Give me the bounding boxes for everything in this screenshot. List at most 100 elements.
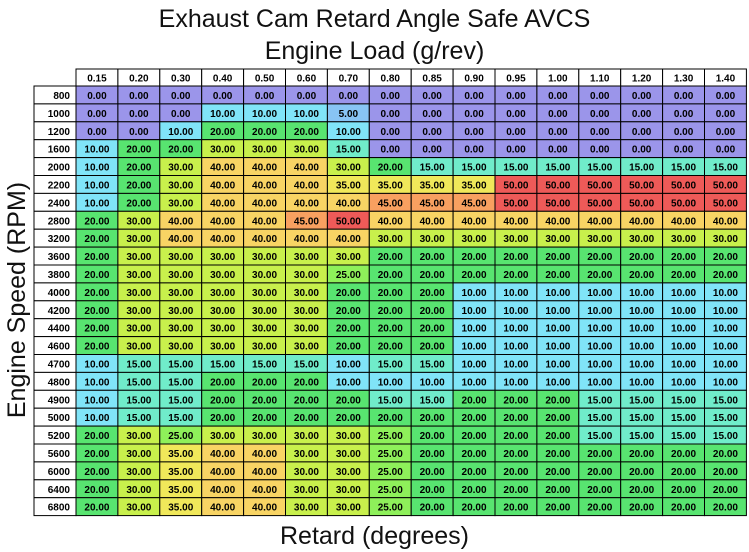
cell-value: 15.00 <box>126 395 151 406</box>
row-header: 3200 <box>48 234 71 245</box>
cell-value: 15.00 <box>671 163 696 174</box>
cell-value: 20.00 <box>671 503 696 514</box>
cell-value: 30.00 <box>210 324 235 335</box>
cell-value: 0.00 <box>590 145 610 156</box>
row-header: 1600 <box>48 145 71 156</box>
row-header: 2000 <box>48 163 71 174</box>
cell-value: 0.00 <box>506 127 526 138</box>
cell-value: 20.00 <box>713 503 738 514</box>
cell-value: 20.00 <box>587 252 612 263</box>
cell-value: 40.00 <box>252 449 277 460</box>
cell-value: 25.00 <box>378 503 403 514</box>
cell-value: 30.00 <box>210 306 235 317</box>
row-header: 4900 <box>48 395 71 406</box>
cell-value: 30.00 <box>210 270 235 281</box>
cell-value: 15.00 <box>545 163 570 174</box>
cell-value: 30.00 <box>587 234 612 245</box>
cell-value: 20.00 <box>713 252 738 263</box>
cell-value: 40.00 <box>252 234 277 245</box>
cell-value: 10.00 <box>629 288 654 299</box>
row-header: 800 <box>53 91 70 102</box>
cell-value: 20.00 <box>503 270 528 281</box>
cell-value: 50.00 <box>629 198 654 209</box>
cell-value: 20.00 <box>420 485 445 496</box>
column-header: 1.30 <box>674 74 694 85</box>
cell-value: 10.00 <box>462 342 487 353</box>
cell-value: 30.00 <box>336 163 361 174</box>
cell-value: 50.00 <box>336 216 361 227</box>
cell-value: 35.00 <box>336 180 361 191</box>
cell-value: 20.00 <box>126 163 151 174</box>
cell-value: 40.00 <box>420 216 445 227</box>
cell-value: 20.00 <box>671 270 696 281</box>
cell-value: 20.00 <box>84 324 109 335</box>
cell-value: 20.00 <box>671 485 696 496</box>
cell-value: 40.00 <box>252 180 277 191</box>
cell-value: 0.00 <box>381 109 401 120</box>
cell-value: 10.00 <box>671 306 696 317</box>
cell-value: 40.00 <box>545 216 570 227</box>
cell-value: 40.00 <box>210 163 235 174</box>
cell-value: 30.00 <box>378 234 403 245</box>
cell-value: 20.00 <box>713 485 738 496</box>
cell-value: 0.00 <box>129 127 149 138</box>
cell-value: 10.00 <box>587 324 612 335</box>
cell-value: 30.00 <box>168 252 193 263</box>
cell-value: 10.00 <box>545 377 570 388</box>
cell-value: 20.00 <box>84 342 109 353</box>
cell-value: 20.00 <box>503 467 528 478</box>
cell-value: 20.00 <box>252 395 277 406</box>
cell-value: 20.00 <box>462 252 487 263</box>
row-header: 4800 <box>48 377 71 388</box>
cell-value: 0.00 <box>129 91 149 102</box>
cell-value: 15.00 <box>420 395 445 406</box>
cell-value: 10.00 <box>629 306 654 317</box>
cell-value: 20.00 <box>420 342 445 353</box>
cell-value: 30.00 <box>168 198 193 209</box>
cell-value: 20.00 <box>629 252 654 263</box>
cell-value: 20.00 <box>126 145 151 156</box>
cell-value: 10.00 <box>671 324 696 335</box>
cell-value: 30.00 <box>336 449 361 460</box>
cell-value: 10.00 <box>545 288 570 299</box>
cell-value: 10.00 <box>713 342 738 353</box>
cell-value: 25.00 <box>378 467 403 478</box>
cell-value: 20.00 <box>713 467 738 478</box>
cell-value: 30.00 <box>294 306 319 317</box>
cell-value: 20.00 <box>84 485 109 496</box>
cell-value: 0.00 <box>464 127 484 138</box>
cell-value: 20.00 <box>84 467 109 478</box>
column-header: 0.95 <box>506 74 526 85</box>
cell-value: 0.00 <box>590 91 610 102</box>
cell-value: 20.00 <box>503 413 528 424</box>
cell-value: 20.00 <box>629 270 654 281</box>
cell-value: 40.00 <box>378 216 403 227</box>
cell-value: 15.00 <box>587 431 612 442</box>
cell-value: 50.00 <box>587 180 612 191</box>
cell-value: 0.00 <box>548 145 568 156</box>
cell-value: 20.00 <box>587 503 612 514</box>
cell-value: 15.00 <box>168 413 193 424</box>
cell-value: 30.00 <box>252 252 277 263</box>
row-header: 5600 <box>48 449 71 460</box>
cell-value: 20.00 <box>420 431 445 442</box>
cell-value: 20.00 <box>420 467 445 478</box>
cell-value: 50.00 <box>545 198 570 209</box>
cell-value: 20.00 <box>210 127 235 138</box>
cell-value: 10.00 <box>84 359 109 370</box>
cell-value: 20.00 <box>629 467 654 478</box>
cell-value: 35.00 <box>420 180 445 191</box>
cell-value: 30.00 <box>420 234 445 245</box>
cell-value: 20.00 <box>545 503 570 514</box>
cell-value: 20.00 <box>84 449 109 460</box>
cell-value: 40.00 <box>294 234 319 245</box>
cell-value: 15.00 <box>629 413 654 424</box>
cell-value: 30.00 <box>294 324 319 335</box>
cell-value: 15.00 <box>420 359 445 370</box>
cell-value: 30.00 <box>462 234 487 245</box>
cell-value: 0.00 <box>716 109 736 120</box>
cell-value: 10.00 <box>587 306 612 317</box>
cell-value: 20.00 <box>294 413 319 424</box>
cell-value: 20.00 <box>336 306 361 317</box>
